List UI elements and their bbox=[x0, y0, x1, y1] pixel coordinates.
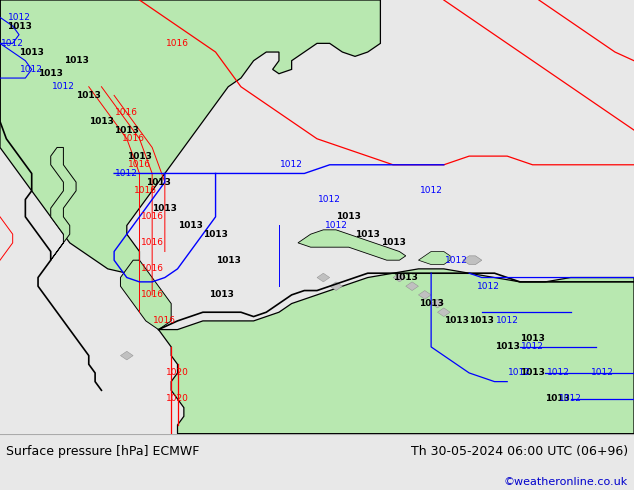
Text: 1013: 1013 bbox=[152, 204, 178, 213]
Text: 1013: 1013 bbox=[545, 394, 571, 403]
Polygon shape bbox=[0, 0, 380, 273]
Text: 1013: 1013 bbox=[114, 125, 139, 135]
Polygon shape bbox=[317, 273, 330, 282]
Text: 1013: 1013 bbox=[520, 334, 545, 343]
Text: Th 30-05-2024 06:00 UTC (06+96): Th 30-05-2024 06:00 UTC (06+96) bbox=[411, 445, 628, 458]
Text: 1013: 1013 bbox=[19, 48, 44, 56]
Text: 1012: 1012 bbox=[559, 394, 582, 403]
Text: 1013: 1013 bbox=[444, 317, 469, 325]
Polygon shape bbox=[120, 260, 171, 330]
Text: 1012: 1012 bbox=[547, 368, 569, 377]
Polygon shape bbox=[406, 282, 418, 291]
Text: 1013: 1013 bbox=[127, 151, 152, 161]
Text: 1012: 1012 bbox=[1, 39, 24, 48]
Polygon shape bbox=[158, 269, 634, 434]
Text: 1012: 1012 bbox=[521, 343, 544, 351]
Polygon shape bbox=[463, 256, 482, 265]
Text: 1012: 1012 bbox=[318, 195, 341, 204]
Text: 1016: 1016 bbox=[141, 212, 164, 221]
Text: 1020: 1020 bbox=[166, 368, 189, 377]
Text: 1012: 1012 bbox=[591, 368, 614, 377]
Text: 1012: 1012 bbox=[420, 186, 443, 196]
Text: 1012: 1012 bbox=[508, 368, 531, 377]
Polygon shape bbox=[120, 351, 133, 360]
Text: 1012: 1012 bbox=[496, 317, 519, 325]
Text: 1012: 1012 bbox=[52, 82, 75, 91]
Text: 1013: 1013 bbox=[495, 343, 520, 351]
Polygon shape bbox=[431, 299, 444, 308]
Text: 1016: 1016 bbox=[141, 291, 164, 299]
Polygon shape bbox=[437, 308, 450, 317]
Text: 1020: 1020 bbox=[166, 394, 189, 403]
Polygon shape bbox=[330, 282, 342, 291]
Text: 1013: 1013 bbox=[469, 317, 495, 325]
Text: 1016: 1016 bbox=[115, 108, 138, 117]
Text: 1016: 1016 bbox=[166, 39, 189, 48]
Text: Surface pressure [hPa] ECMWF: Surface pressure [hPa] ECMWF bbox=[6, 445, 200, 458]
Text: 1013: 1013 bbox=[418, 299, 444, 308]
Text: 1012: 1012 bbox=[325, 221, 347, 230]
Text: 1016: 1016 bbox=[122, 134, 145, 143]
Text: 1013: 1013 bbox=[355, 230, 380, 239]
Text: 1013: 1013 bbox=[209, 291, 235, 299]
Text: 1013: 1013 bbox=[216, 256, 241, 265]
Polygon shape bbox=[418, 291, 431, 299]
Text: ©weatheronline.co.uk: ©weatheronline.co.uk bbox=[503, 477, 628, 487]
Polygon shape bbox=[51, 147, 76, 260]
Text: 1012: 1012 bbox=[20, 65, 43, 74]
Text: 1013: 1013 bbox=[203, 230, 228, 239]
Text: 1012: 1012 bbox=[477, 282, 500, 291]
Text: 1013: 1013 bbox=[380, 238, 406, 247]
Text: 1012: 1012 bbox=[8, 13, 30, 22]
Text: 1013: 1013 bbox=[336, 212, 361, 221]
Text: 1013: 1013 bbox=[178, 221, 203, 230]
Text: 1013: 1013 bbox=[89, 117, 114, 126]
Text: 1012: 1012 bbox=[280, 160, 303, 169]
Polygon shape bbox=[393, 273, 406, 282]
Text: 1013: 1013 bbox=[520, 368, 545, 377]
Text: 1013: 1013 bbox=[76, 91, 101, 100]
Text: 1013: 1013 bbox=[38, 69, 63, 78]
Text: 1016: 1016 bbox=[153, 317, 176, 325]
Polygon shape bbox=[298, 230, 406, 260]
Text: 1013: 1013 bbox=[63, 56, 89, 65]
Text: 1016: 1016 bbox=[128, 160, 151, 169]
Text: 1012: 1012 bbox=[445, 256, 468, 265]
Text: 1012: 1012 bbox=[115, 169, 138, 178]
Text: 1016: 1016 bbox=[141, 238, 164, 247]
Text: 1013: 1013 bbox=[6, 22, 32, 30]
Polygon shape bbox=[418, 251, 450, 265]
Text: 1016: 1016 bbox=[141, 265, 164, 273]
Text: 1013: 1013 bbox=[146, 178, 171, 187]
Text: 1016: 1016 bbox=[134, 186, 157, 196]
Text: 1013: 1013 bbox=[393, 273, 418, 282]
